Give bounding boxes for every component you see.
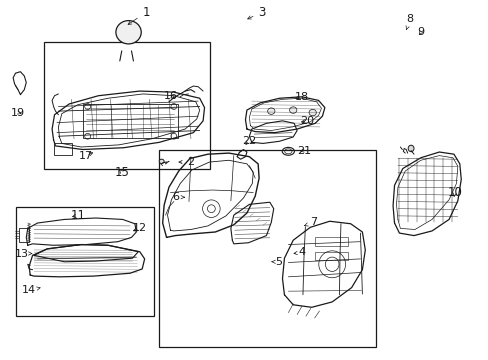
Bar [20, 228, 29, 242]
Text: 18: 18 [294, 92, 308, 102]
Bar [82, 104, 178, 138]
Ellipse shape [289, 107, 296, 113]
Ellipse shape [116, 21, 141, 44]
Text: 10: 10 [447, 186, 462, 199]
Text: 2: 2 [179, 157, 194, 167]
Text: 15: 15 [114, 166, 129, 179]
Text: 11: 11 [70, 209, 85, 222]
Ellipse shape [267, 108, 274, 114]
Bar [314, 237, 347, 246]
Ellipse shape [159, 159, 164, 163]
Bar [16, 207, 154, 316]
Text: 19: 19 [11, 108, 25, 118]
Text: 14: 14 [22, 285, 40, 296]
Bar [314, 252, 347, 260]
Text: 7: 7 [304, 217, 317, 227]
Text: 12: 12 [132, 224, 146, 233]
Text: 9: 9 [416, 27, 424, 37]
Ellipse shape [308, 109, 316, 116]
Text: 13: 13 [14, 248, 32, 258]
Text: 4: 4 [293, 247, 305, 257]
Text: 6: 6 [171, 192, 184, 202]
Text: 20: 20 [299, 116, 313, 126]
Text: 21: 21 [296, 145, 310, 156]
Text: 8: 8 [405, 14, 413, 30]
Bar [44, 42, 210, 169]
Text: 22: 22 [242, 136, 256, 145]
Bar [159, 149, 375, 347]
Bar [54, 143, 72, 155]
Text: 16: 16 [163, 91, 177, 101]
Text: 5: 5 [271, 257, 282, 267]
Ellipse shape [407, 145, 413, 152]
Text: 3: 3 [247, 6, 265, 19]
Text: 17: 17 [79, 150, 93, 161]
Text: 1: 1 [128, 6, 149, 24]
